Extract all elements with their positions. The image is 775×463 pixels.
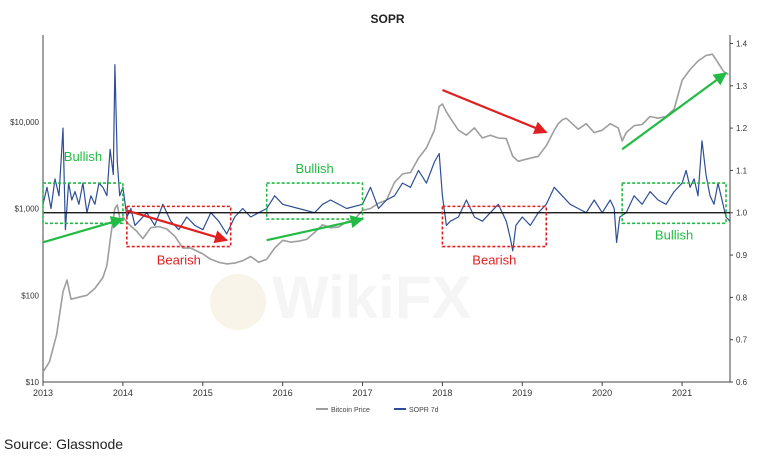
annotation-label: Bullish [295,161,333,176]
y-right-tick-label: 1.1 [736,166,748,175]
watermark: WikiFX [210,264,471,331]
legend: Bitcoin Price SOPR 7d [316,407,439,414]
trend-arrow [126,209,228,244]
y-right-tick-label: 1.4 [736,39,748,48]
trend-arrow [42,216,125,244]
y-left-tick-label: $1,000 [15,205,40,214]
watermark-emblem [210,274,266,330]
x-tick-label: 2016 [273,388,293,398]
annotation-box [126,205,232,248]
annotation-label: Bullish [64,149,102,164]
y-right-tick-label: 0.7 [736,336,748,345]
y-right-tick-label: 1.2 [736,124,748,133]
annotation-box [621,182,727,225]
watermark-text: WikiFX [272,264,471,331]
y-right-tick-label: 0.8 [736,293,748,302]
x-tick-label: 2018 [432,388,452,398]
series-line-bitcoin-price [42,53,729,373]
x-tick-label: 2017 [353,388,373,398]
trend-arrow [442,88,548,134]
trend-arrow [621,72,728,151]
legend-label: SOPR 7d [409,407,439,414]
y-right-tick-label: 0.6 [736,378,748,387]
y-right-tick-label: 0.9 [736,251,748,260]
x-tick-label: 2013 [33,388,53,398]
series-line-sopr-7d [42,63,731,252]
annotation-label: Bullish [655,227,693,242]
x-tick-label: 2019 [512,388,532,398]
x-tick-label: 2015 [193,388,213,398]
chart-title: SOPR [370,12,405,26]
y-left-tick-label: $10 [26,378,40,387]
x-tick-label: 2021 [672,388,692,398]
trend-arrow [266,215,364,242]
legend-label: Bitcoin Price [331,407,370,414]
annotation-label: Bearish [157,253,201,268]
annotation-label: Bearish [472,253,516,268]
y-right-tick-label: 1.0 [736,209,748,218]
annotation-box [265,182,364,220]
source-note: Source: Glassnode [4,436,124,452]
annotation-box [42,182,124,225]
annotation-box [441,205,548,248]
y-left-tick-label: $10,000 [10,118,39,127]
y-right-tick-label: 1.3 [736,82,748,91]
y-left-tick-label: $100 [21,291,39,300]
x-tick-label: 2014 [113,388,133,398]
x-tick-label: 2020 [592,388,612,398]
